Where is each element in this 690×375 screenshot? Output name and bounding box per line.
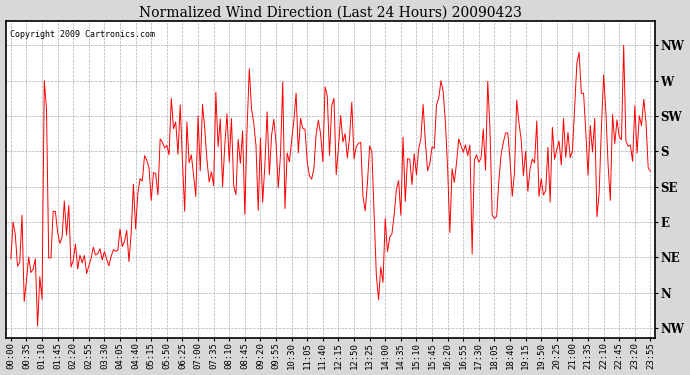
Text: Copyright 2009 Cartronics.com: Copyright 2009 Cartronics.com [10, 30, 155, 39]
Title: Normalized Wind Direction (Last 24 Hours) 20090423: Normalized Wind Direction (Last 24 Hours… [139, 6, 522, 20]
